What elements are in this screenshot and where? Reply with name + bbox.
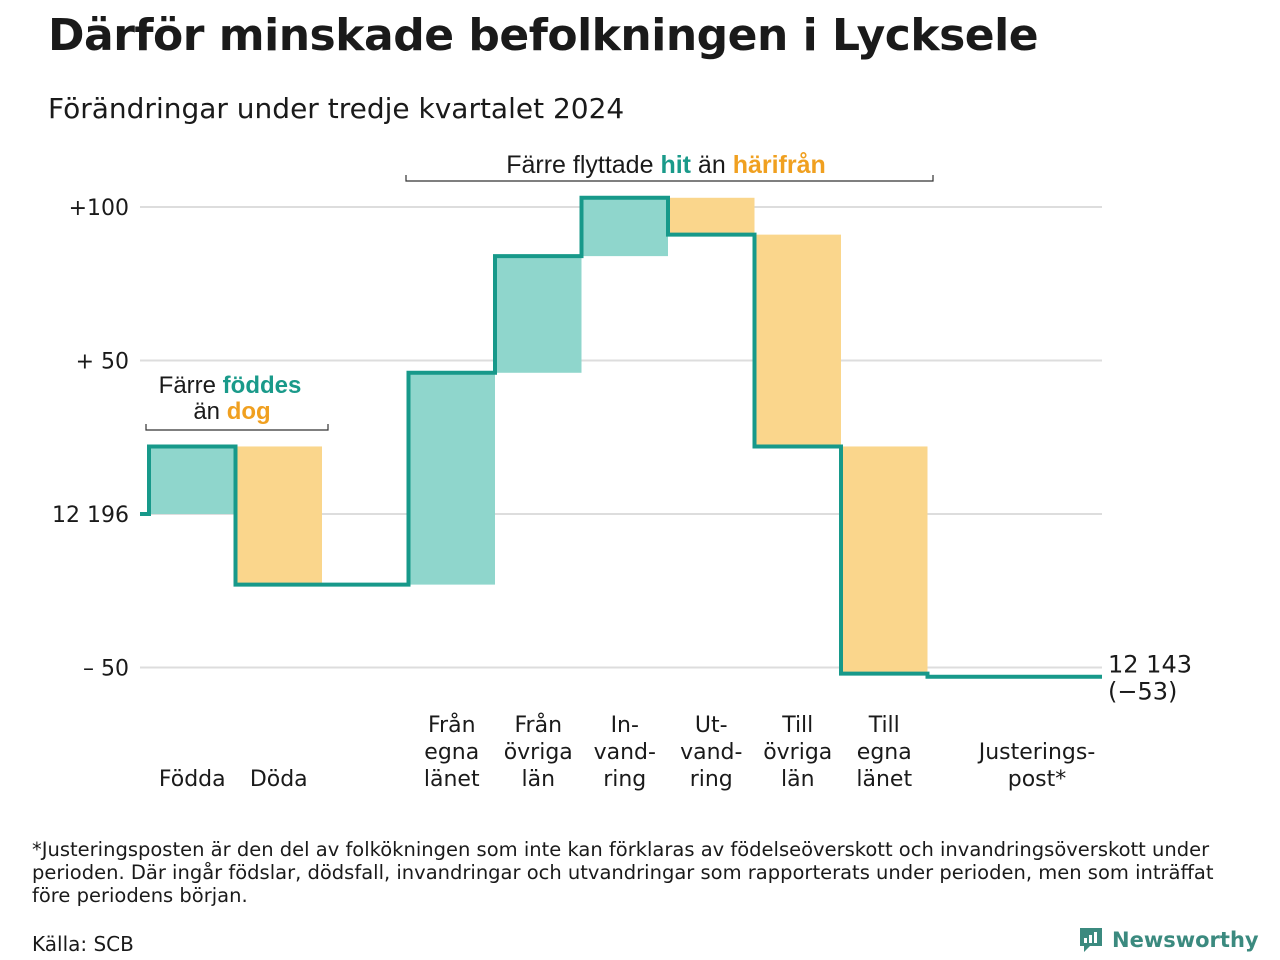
x-category-label: Från xyxy=(514,712,562,738)
bar xyxy=(408,372,495,585)
bar xyxy=(149,446,236,514)
x-category-label: län xyxy=(521,767,555,792)
x-category-label: ring xyxy=(603,767,646,792)
end-change-label: (−53) xyxy=(1108,678,1177,706)
brand-name: Newsworthy xyxy=(1112,928,1259,952)
x-category-label: Ut- xyxy=(695,713,728,738)
x-category-label: Justerings- xyxy=(977,740,1096,765)
chart-subtitle: Förändringar under tredje kvartalet 2024 xyxy=(48,92,625,125)
bar xyxy=(235,446,322,585)
y-tick-label: + 50 xyxy=(76,350,129,375)
end-value-label: 12 143 xyxy=(1108,651,1192,679)
x-category-label: Till xyxy=(781,713,813,738)
bar xyxy=(668,197,755,235)
y-tick-label: 12 196 xyxy=(52,503,129,528)
bar xyxy=(841,446,928,674)
grid-lines xyxy=(140,206,1102,669)
x-category-label: In- xyxy=(611,713,639,738)
bracket-migration xyxy=(405,175,934,182)
x-category-label: Döda xyxy=(250,767,308,792)
x-category-label: egna xyxy=(424,740,479,765)
x-category-label: vand- xyxy=(680,740,742,765)
x-category-label: övriga xyxy=(763,740,832,765)
newsworthy-logo-icon xyxy=(1080,928,1102,952)
x-category-label: ring xyxy=(690,767,733,792)
x-category-label: länet xyxy=(856,767,912,792)
x-category-label: vand- xyxy=(594,740,656,765)
annotation-births-line1: Färre föddes xyxy=(159,372,302,399)
x-category-label: post* xyxy=(1008,767,1067,792)
x-category-label: Födda xyxy=(159,767,226,792)
x-category-label: Från xyxy=(428,712,476,738)
brand-logo: Newsworthy xyxy=(1078,926,1259,954)
annotation-births-line2: än dog xyxy=(193,398,270,425)
x-category-label: övriga xyxy=(504,740,573,765)
step-line xyxy=(140,195,1102,679)
bracket-births-deaths xyxy=(145,424,329,431)
footnote: *Justeringsposten är den del av folkökni… xyxy=(32,838,1214,907)
bar xyxy=(754,234,841,447)
x-category-label: län xyxy=(781,767,815,792)
chart-title: Därför minskade befolkningen i Lycksele xyxy=(48,10,1039,61)
bar xyxy=(581,197,668,257)
x-category-label: egna xyxy=(857,740,912,765)
y-tick-label: – 50 xyxy=(83,657,129,682)
y-tick-label: +100 xyxy=(69,196,129,221)
x-category-label: Till xyxy=(868,713,900,738)
source-note: Källa: SCB xyxy=(32,932,134,956)
step-line xyxy=(140,195,1102,679)
annotation-migration: Färre flyttade hit än härifrån xyxy=(506,151,826,179)
bar xyxy=(495,256,582,373)
bars xyxy=(149,197,928,674)
x-category-label: länet xyxy=(424,767,480,792)
